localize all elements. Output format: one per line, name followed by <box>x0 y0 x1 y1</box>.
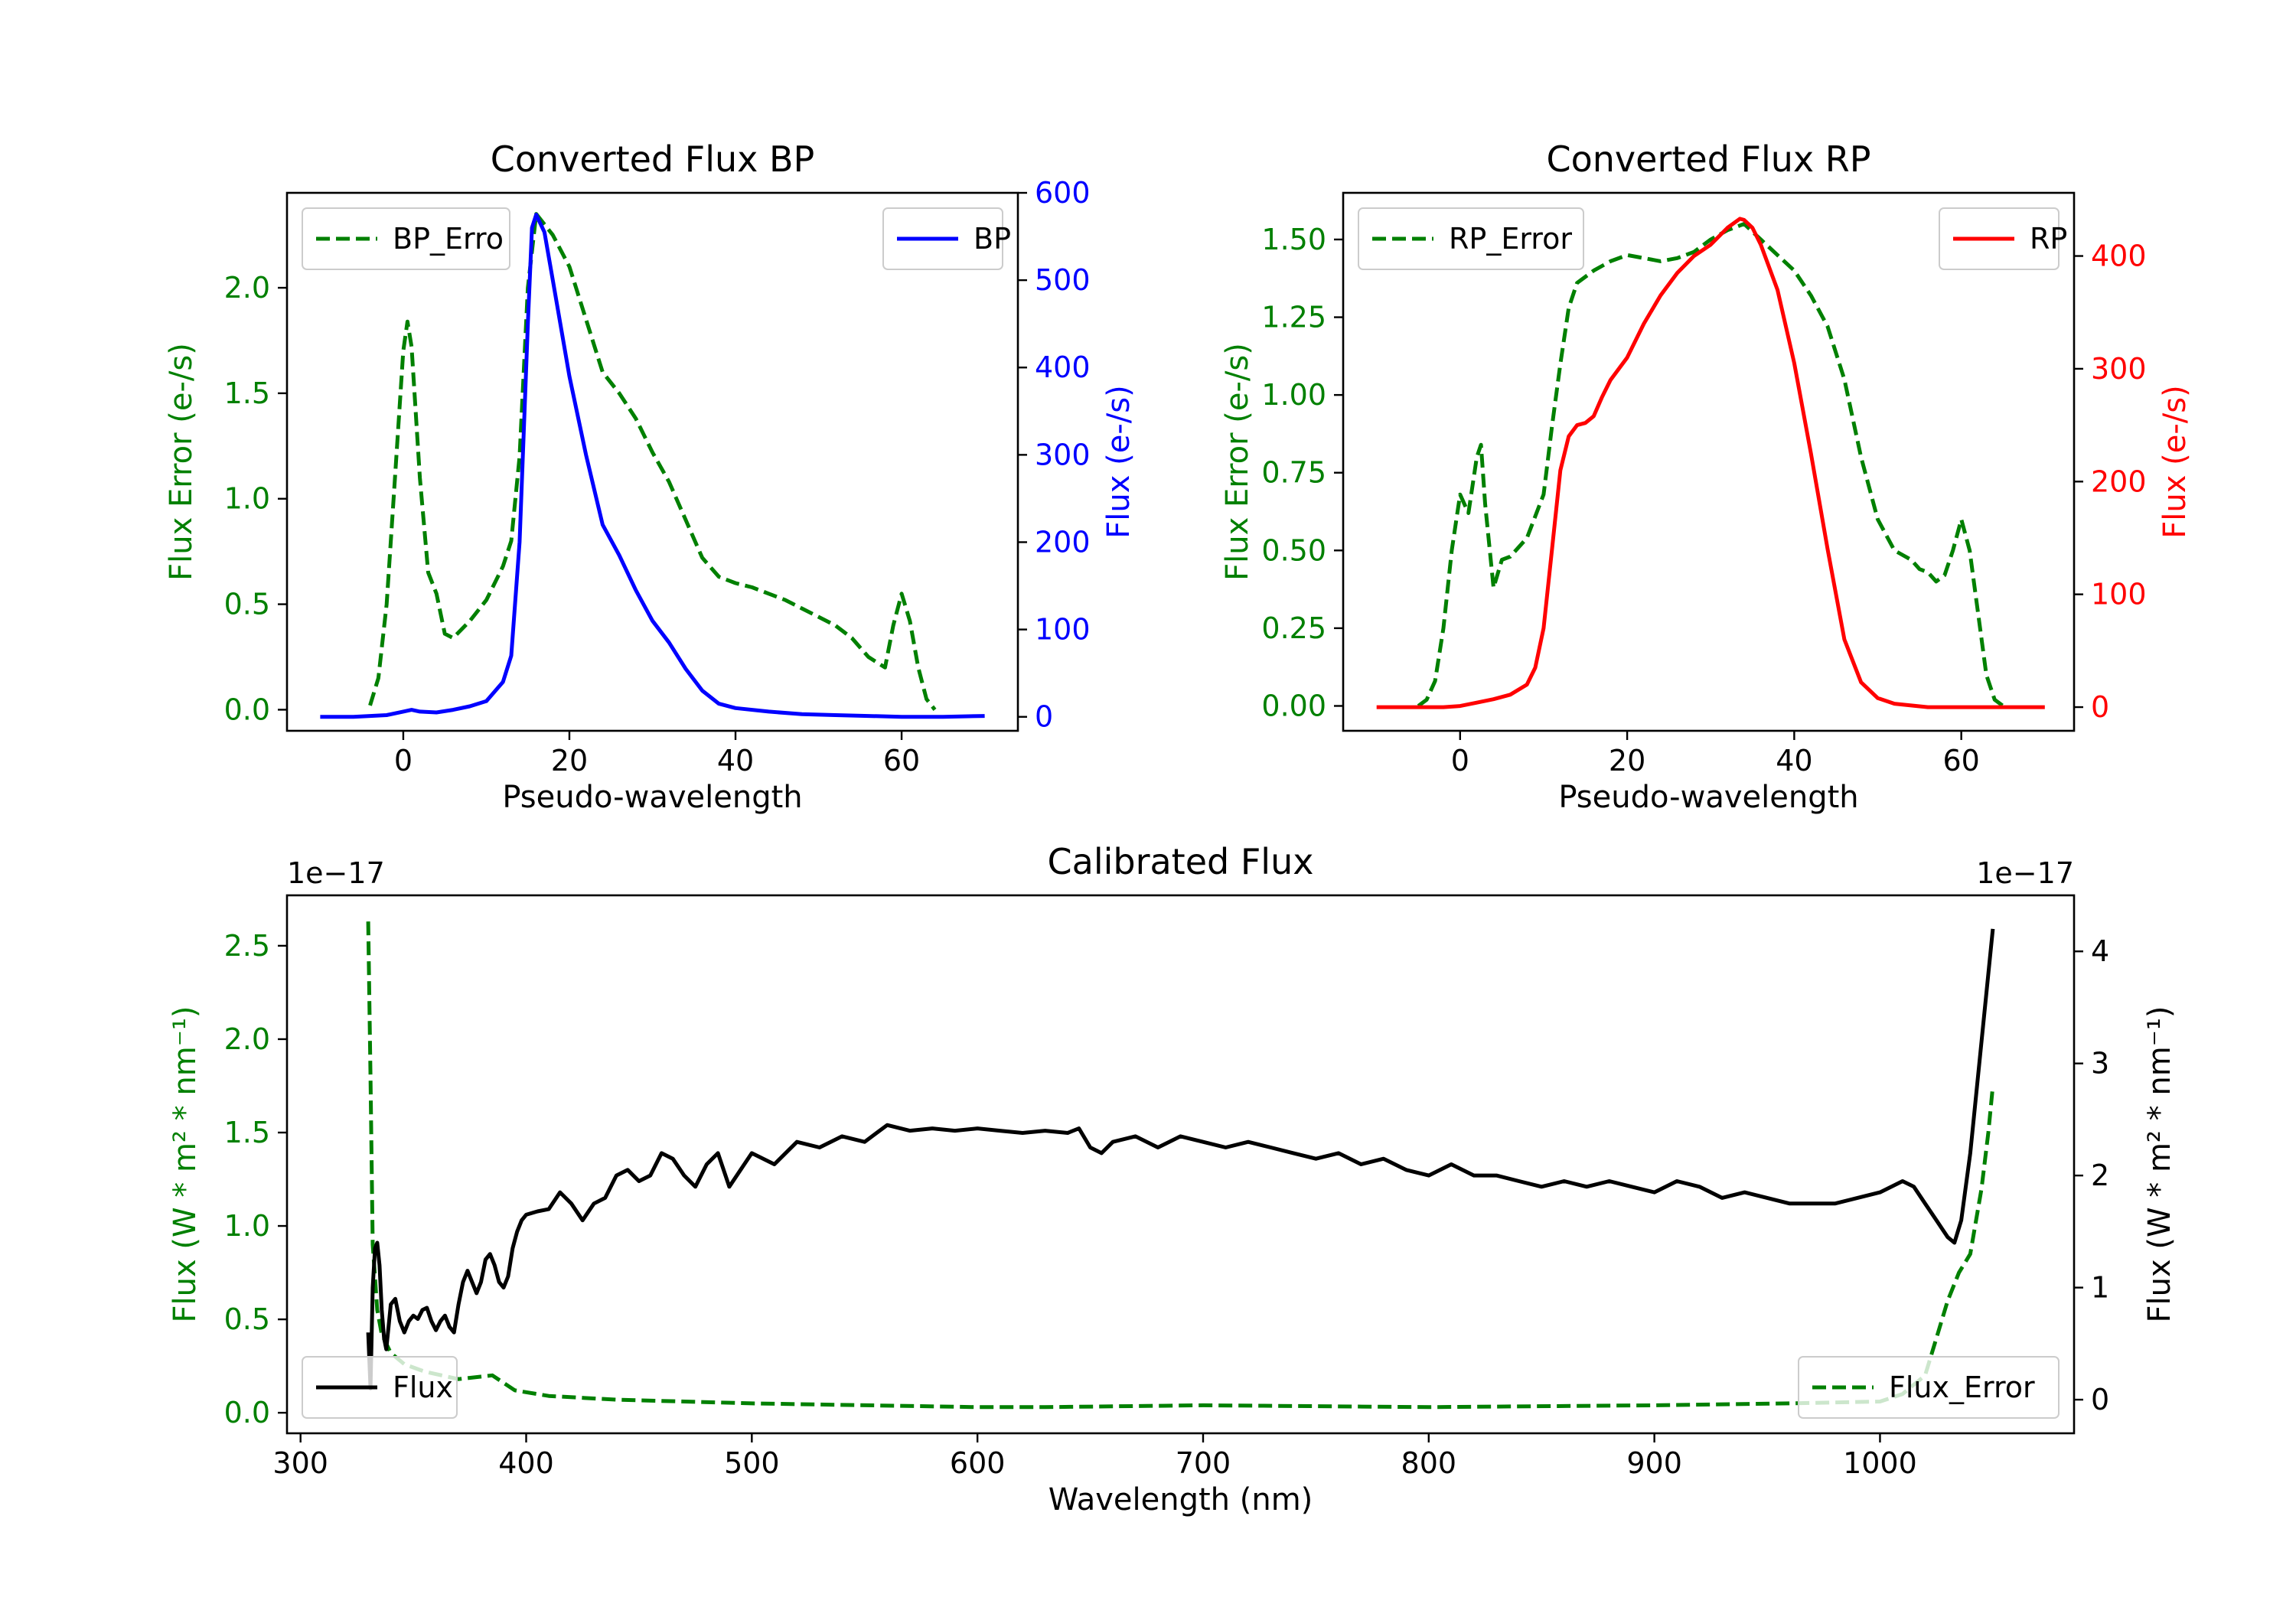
y-left-tick-label: 1.0 <box>224 482 270 516</box>
x-tick-label: 0 <box>394 744 413 777</box>
y-right-tick-label: 500 <box>1035 263 1091 297</box>
y-right-tick-label: 0 <box>1035 700 1053 734</box>
y-right-axis-label: Flux (e-/s) <box>2157 385 2193 538</box>
chart-title: Converted Flux BP <box>491 139 815 180</box>
chart-title: Calibrated Flux <box>1048 841 1314 882</box>
plot-frame <box>285 191 1019 732</box>
series-line-rp-error <box>1417 222 2004 708</box>
x-tick-label: 800 <box>1401 1446 1457 1480</box>
y-right-tick-label: 200 <box>2091 464 2147 498</box>
y-right-tick-label: 200 <box>1035 525 1091 559</box>
plot-frame <box>285 894 2076 1435</box>
y-right-axis-label: Flux (W * m² * nm⁻¹) <box>2142 1006 2177 1323</box>
x-axis-label: Wavelength (nm) <box>1049 1482 1313 1517</box>
y-right-axis-label: Flux (e-/s) <box>1101 385 1137 538</box>
legend-label: BP <box>974 222 1011 256</box>
y-left-tick-label: 0.5 <box>224 1302 270 1336</box>
legend-label: RP_Error <box>1449 222 1572 256</box>
x-tick-label: 500 <box>724 1446 780 1480</box>
legend-box <box>1798 1356 2060 1419</box>
y-left-tick-label: 2.0 <box>224 271 270 305</box>
chart-calibrated: Calibrated Flux 300 400 500 600 700 800 900 1000… <box>168 841 2177 1517</box>
x-tick-label: 60 <box>1942 744 1979 777</box>
y-left-axis-label: Flux (W * m² * nm⁻¹) <box>168 1006 203 1323</box>
legend-label: BP_Erro <box>393 222 504 256</box>
x-tick-label: 1000 <box>1843 1446 1917 1480</box>
x-tick-label: 20 <box>1609 744 1645 777</box>
y-left-tick-label: 0.00 <box>1261 689 1326 722</box>
x-tick-label: 600 <box>950 1446 1006 1480</box>
legend-label: Flux_Error <box>1889 1371 2035 1404</box>
legend-box <box>1358 207 1584 270</box>
series-line-flux <box>366 928 1995 1390</box>
y-left-tick-label: 1.0 <box>224 1209 270 1243</box>
y-right-tick-label: 1 <box>2091 1271 2109 1305</box>
y-right-tick-label: 4 <box>2091 934 2109 968</box>
y-left-tick-label: 1.5 <box>224 376 270 410</box>
y-right-tick-label: 0 <box>2091 1383 2109 1416</box>
y-left-tick-label: 0.25 <box>1261 611 1326 645</box>
y-left-axis-label: Flux Error (e-/s) <box>1220 343 1255 581</box>
y-right-tick-label: 600 <box>1035 176 1091 210</box>
y-left-tick-label: 0.0 <box>224 1396 270 1429</box>
y-left-tick-label: 2.0 <box>224 1022 270 1056</box>
chart-title: Converted Flux RP <box>1547 139 1871 180</box>
y-left-tick-label: 0.5 <box>224 588 270 621</box>
y-right-tick-label: 100 <box>2091 578 2147 611</box>
x-tick-label: 20 <box>551 744 588 777</box>
series-line-rp <box>1376 217 2045 709</box>
x-tick-label: 900 <box>1626 1446 1682 1480</box>
legend-right: BP <box>882 207 1011 270</box>
y-left-tick-label: 1.50 <box>1261 223 1326 256</box>
y-right-tick-label: 300 <box>1035 438 1091 471</box>
y-right-tick-label: 400 <box>1035 350 1091 384</box>
series-line-flux-error <box>366 921 1995 1410</box>
legend-right: Flux_Error <box>1798 1356 2060 1419</box>
x-axis-label: Pseudo-wavelength <box>502 780 802 815</box>
y-right-tick-label: 400 <box>2091 240 2147 273</box>
y-left-tick-label: 1.5 <box>224 1116 270 1149</box>
y-left-offset-text: 1e−17 <box>287 856 385 890</box>
chart-rp: Converted Flux RP 0 20 40 60 0.00 0.25 0.50 0.75… <box>1220 139 2193 815</box>
series-line-bp <box>320 213 985 719</box>
x-axis-label: Pseudo-wavelength <box>1558 780 1858 815</box>
x-tick-label: 400 <box>498 1446 554 1480</box>
x-tick-label: 0 <box>1451 744 1469 777</box>
y-right-tick-label: 0 <box>2091 690 2109 724</box>
y-left-tick-label: 0.50 <box>1261 533 1326 567</box>
legend-label: RP <box>2030 222 2067 256</box>
y-left-axis-label: Flux Error (e-/s) <box>164 343 199 581</box>
y-right-tick-label: 3 <box>2091 1047 2109 1081</box>
y-left-tick-label: 1.25 <box>1261 301 1326 334</box>
y-right-tick-label: 100 <box>1035 613 1091 647</box>
x-tick-label: 60 <box>883 744 920 777</box>
y-right-tick-label: 2 <box>2091 1159 2109 1192</box>
legend-box <box>302 1356 458 1419</box>
series-line-bp-error <box>368 212 937 711</box>
y-right-offset-text: 1e−17 <box>1976 856 2074 890</box>
y-right-tick-label: 300 <box>2091 352 2147 386</box>
x-tick-label: 40 <box>1776 744 1812 777</box>
chart-bp: Converted Flux BP 0 20 40 60 0.0 0.5 1.0 1.5 2.0 0… <box>164 139 1137 815</box>
y-left-tick-label: 2.5 <box>224 929 270 963</box>
legend-box <box>302 207 510 270</box>
y-left-tick-label: 0.75 <box>1261 456 1326 490</box>
legend-right: RP <box>1939 207 2067 270</box>
x-tick-label: 300 <box>272 1446 328 1480</box>
y-left-tick-label: 1.00 <box>1261 378 1326 412</box>
legend-left: BP_Erro <box>302 207 510 270</box>
legend-left: RP_Error <box>1358 207 1584 270</box>
x-tick-label: 700 <box>1176 1446 1231 1480</box>
legend-label: Flux <box>393 1371 453 1404</box>
y-left-tick-label: 0.0 <box>224 693 270 726</box>
x-tick-label: 40 <box>717 744 754 777</box>
plot-frame <box>1342 191 2076 732</box>
legend-left: Flux <box>302 1356 458 1419</box>
